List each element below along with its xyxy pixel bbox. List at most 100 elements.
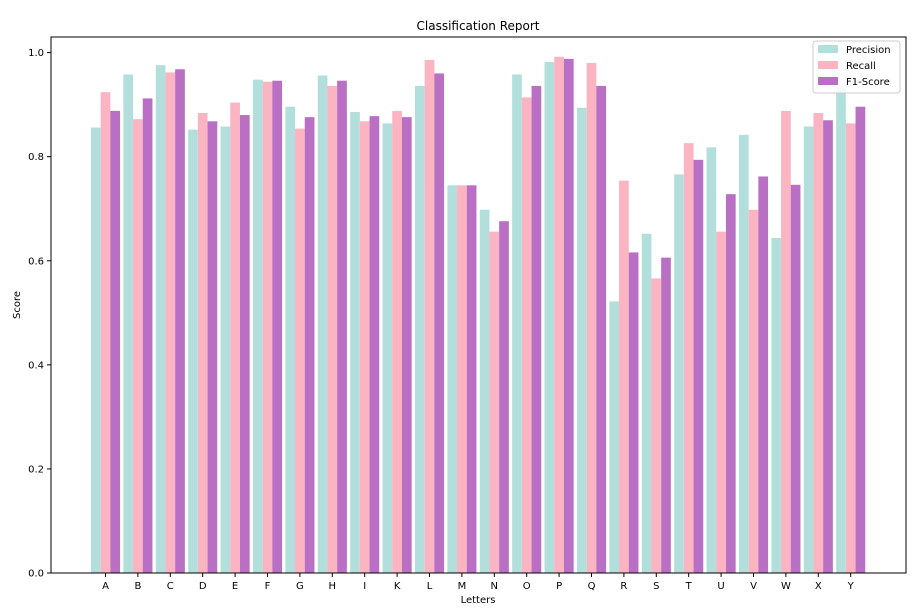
bar-precision-m [447, 185, 458, 573]
plot-frame [50, 36, 907, 574]
bar-precision-i [350, 111, 360, 573]
bar-f1-score-r [628, 252, 639, 573]
bar-precision-t [674, 174, 684, 573]
bar-f1-score-w [790, 184, 801, 574]
bar-recall-p [554, 56, 564, 573]
bar-f1-score-o [531, 85, 542, 574]
legend-swatch-precision [818, 45, 838, 53]
x-tick-label-u: U [717, 581, 724, 592]
bar-precision-d [188, 129, 198, 573]
bar-f1-score-a [110, 110, 121, 574]
bar-recall-a [100, 92, 111, 573]
bar-f1-score-e [239, 115, 250, 573]
bar-precision-v [738, 134, 749, 573]
bar-f1-score-p [563, 58, 574, 574]
x-tick-label-m: M [458, 581, 467, 592]
bar-recall-d [197, 112, 208, 573]
bar-recall-u [716, 231, 726, 573]
bar-recall-t [683, 143, 694, 573]
bars-group [90, 56, 866, 574]
bar-precision-c [155, 65, 166, 573]
bar-recall-w [781, 110, 791, 574]
bar-recall-g [295, 128, 305, 573]
bar-recall-c [165, 72, 176, 573]
legend-label-precision: Precision [846, 45, 891, 56]
bar-precision-l [414, 85, 425, 574]
bar-recall-k [392, 110, 402, 574]
x-tick-label-c: C [167, 581, 174, 592]
bar-f1-score-u [725, 194, 736, 573]
bar-precision-r [609, 301, 620, 573]
bar-recall-l [424, 59, 435, 573]
y-tick-label: 0.4 [28, 360, 44, 371]
bar-f1-score-g [304, 117, 315, 573]
y-axis-label: Score [12, 291, 23, 319]
bar-f1-score-y [855, 106, 866, 573]
bar-recall-b [133, 119, 143, 573]
y-tick-label: 0.6 [28, 256, 44, 267]
bar-precision-o [512, 74, 522, 573]
y-axis: 0.0 0.2 0.4 0.6 0.8 1.0 [28, 48, 51, 580]
bar-precision-n [479, 209, 490, 573]
y-tick-label: 0.0 [28, 569, 44, 580]
legend: Precision Recall F1-Score [812, 40, 901, 94]
bar-recall-y [845, 123, 856, 573]
legend-swatch-recall [818, 61, 838, 69]
bar-precision-h [317, 75, 328, 573]
bar-f1-score-b [142, 98, 153, 573]
bar-f1-score-t [693, 159, 704, 573]
x-tick-label-f: F [265, 581, 271, 592]
y-tick-label: 0.2 [28, 464, 44, 475]
x-tick-label-b: B [134, 581, 141, 592]
x-tick-label-s: S [653, 581, 659, 592]
x-tick-label-q: Q [588, 581, 596, 592]
bar-precision-w [771, 237, 782, 573]
bar-recall-r [619, 180, 629, 573]
x-tick-label-n: N [491, 581, 498, 592]
x-tick-label-v: V [750, 581, 757, 592]
bar-precision-e [220, 126, 231, 573]
x-tick-label-a: A [102, 581, 109, 592]
bar-recall-h [327, 85, 338, 574]
bar-f1-score-n [499, 221, 509, 573]
x-tick-label-l: L [427, 581, 433, 592]
bar-recall-n [489, 231, 500, 573]
legend-label-recall: Recall [846, 61, 876, 72]
x-tick-label-d: D [199, 581, 207, 592]
bar-recall-e [230, 102, 240, 573]
bar-f1-score-q [596, 85, 607, 574]
bar-precision-u [706, 147, 717, 573]
legend-swatch-f1-score [818, 77, 838, 85]
x-tick-label-k: K [394, 581, 401, 592]
x-tick-label-w: W [781, 581, 791, 592]
bar-recall-i [359, 121, 370, 574]
bar-recall-x [813, 112, 824, 573]
bar-recall-m [457, 185, 467, 573]
legend-label-f1-score: F1-Score [846, 77, 890, 88]
bar-precision-q [576, 107, 587, 574]
bar-recall-q [586, 63, 597, 574]
bar-f1-score-l [434, 73, 445, 574]
bar-precision-g [285, 106, 296, 573]
y-tick-label: 1.0 [28, 48, 44, 59]
x-axis-label: Letters [461, 595, 496, 606]
bar-f1-score-k [401, 117, 412, 573]
bar-precision-p [544, 61, 555, 573]
bar-precision-k [382, 123, 393, 573]
bar-recall-s [651, 278, 662, 573]
chart-title: Classification Report [417, 19, 540, 33]
x-tick-label-o: O [523, 581, 531, 592]
bar-f1-score-d [207, 121, 218, 574]
bar-precision-x [803, 126, 814, 573]
x-tick-label-h: H [329, 581, 337, 592]
bar-f1-score-f [272, 80, 283, 574]
bar-recall-o [521, 97, 532, 574]
x-tick-label-x: X [815, 581, 822, 592]
x-tick-label-t: T [685, 581, 693, 592]
bar-recall-v [748, 209, 759, 573]
x-tick-label-g: G [296, 581, 304, 592]
bar-precision-b [123, 74, 134, 573]
x-tick-label-y: Y [847, 581, 855, 592]
